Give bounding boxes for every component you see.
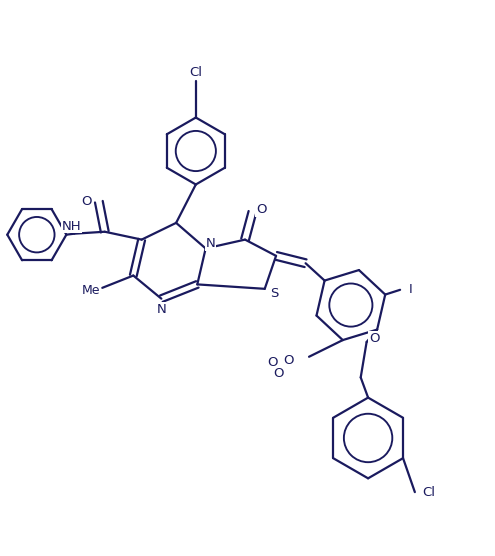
- Text: O: O: [369, 331, 379, 345]
- Text: O: O: [267, 356, 277, 369]
- Text: Me: Me: [82, 284, 100, 297]
- Text: Cl: Cl: [189, 66, 202, 79]
- Text: N: N: [206, 237, 215, 250]
- Text: O: O: [81, 195, 92, 208]
- Text: O: O: [273, 368, 284, 380]
- Text: I: I: [409, 284, 413, 296]
- Text: Cl: Cl: [422, 485, 435, 499]
- Text: NH: NH: [62, 220, 82, 233]
- Text: O: O: [256, 203, 266, 216]
- Text: O: O: [283, 354, 294, 367]
- Text: N: N: [156, 303, 166, 316]
- Text: S: S: [270, 287, 279, 300]
